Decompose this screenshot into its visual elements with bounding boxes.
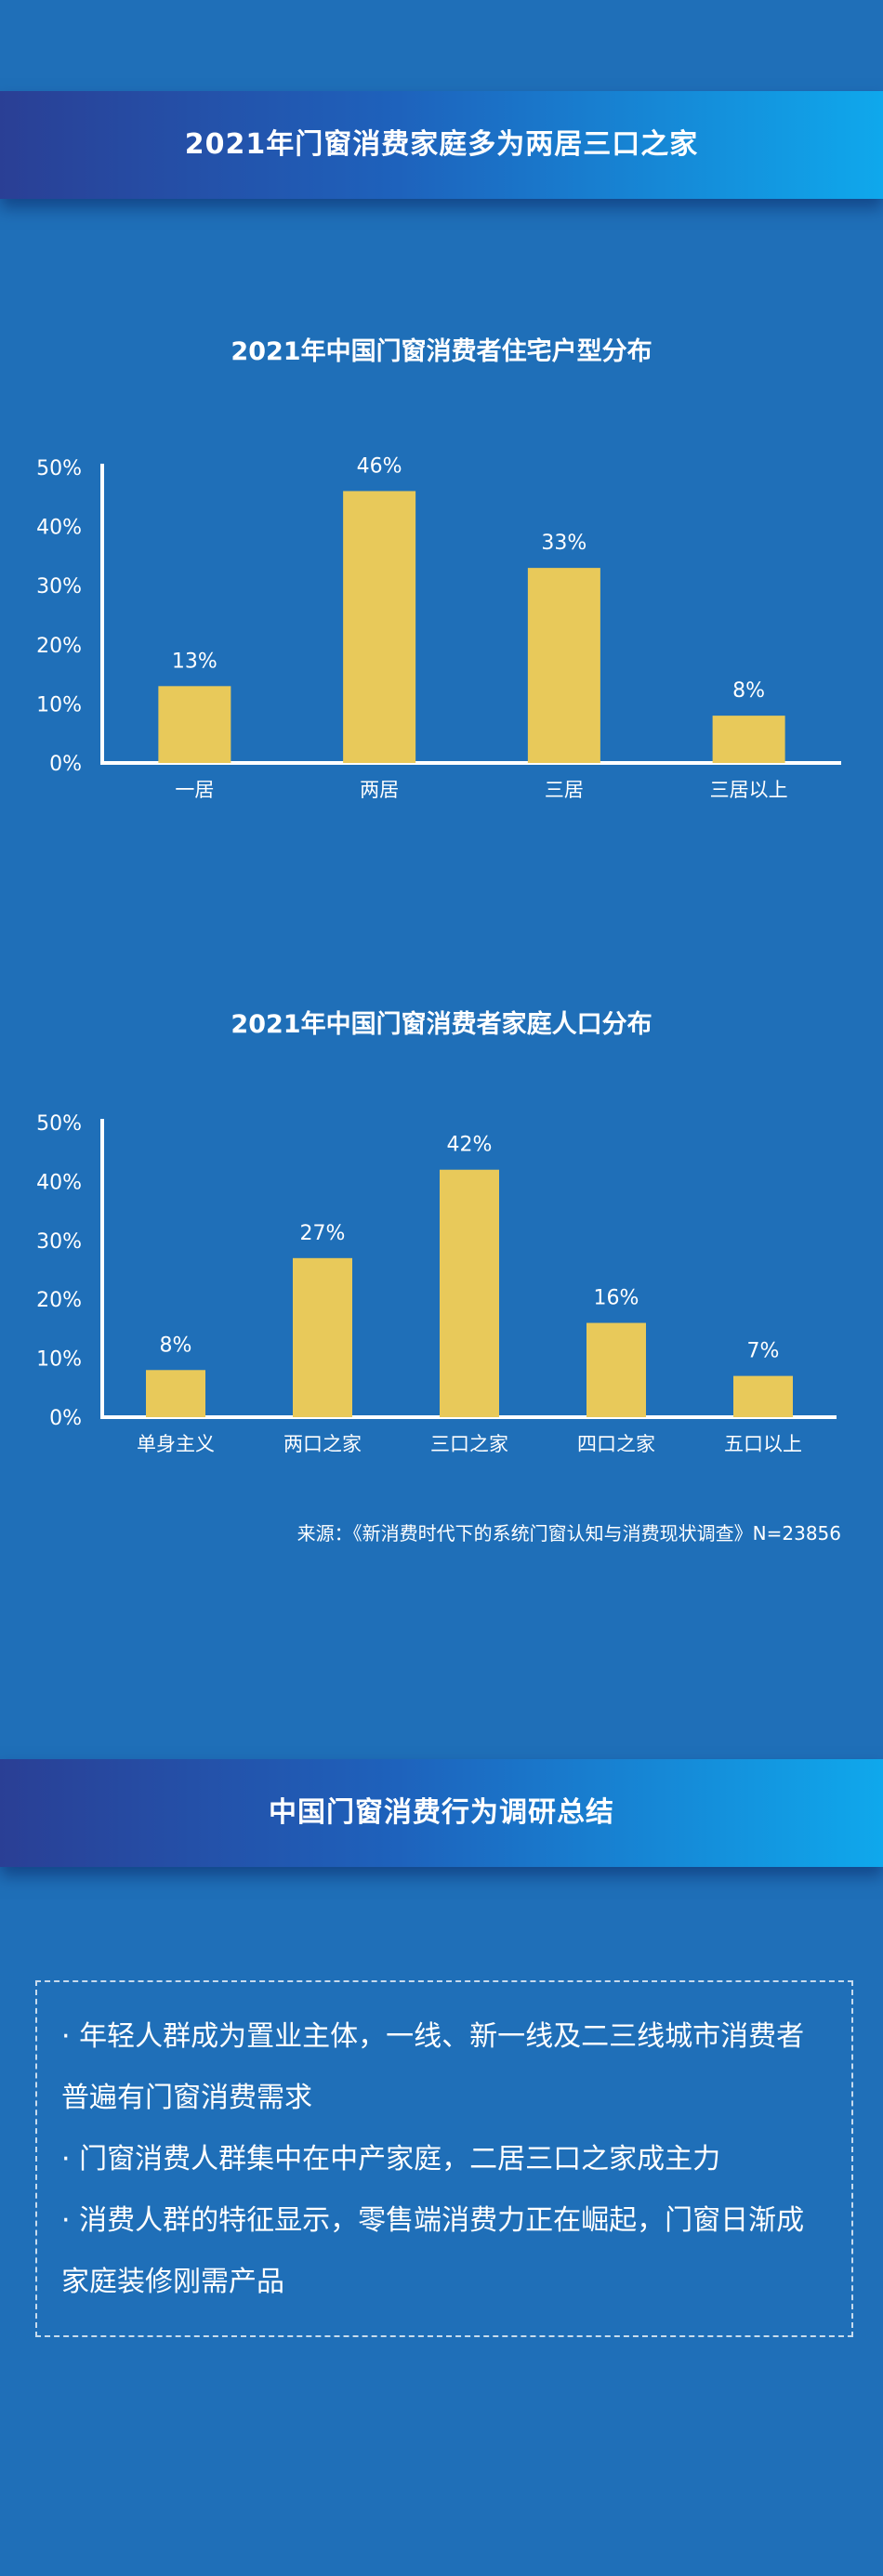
bar (293, 1257, 352, 1417)
y-tick-label: 50% (36, 1112, 82, 1136)
y-tick-label: 20% (36, 635, 82, 658)
y-tick-label: 0% (49, 1407, 82, 1430)
summary-item: · 消费人群的特征显示，零售端消费力正在崛起，门窗日渐成家庭装修刚需产品 (61, 2204, 805, 2298)
bar (158, 686, 231, 763)
y-tick-label: 40% (36, 517, 82, 540)
x-tick-label: 两居 (360, 779, 399, 801)
x-tick-label: 一居 (175, 779, 214, 801)
data-label: 16% (594, 1287, 639, 1310)
y-tick-label: 20% (36, 1289, 82, 1312)
data-label: 27% (300, 1222, 346, 1245)
bar (440, 1169, 499, 1417)
bar (712, 716, 785, 763)
x-tick-label: 三居以上 (710, 779, 788, 801)
data-label: 8% (160, 1334, 192, 1357)
section2-title: 中国门窗消费行为调研总结 (269, 1796, 614, 1829)
x-tick-label: 两口之家 (283, 1433, 362, 1455)
y-tick-label: 50% (36, 457, 82, 480)
summary-box: · 年轻人群成为置业主体，一线、新一线及二三线城市消费者普遍有门窗消费需求 · … (35, 1980, 853, 2337)
chart2-title: 2021年中国门窗消费者家庭人口分布 (231, 1010, 652, 1039)
data-label: 13% (172, 650, 217, 673)
chart1: 0% 10% 20% 30% 40% 50% 13% 一居 46% 两居 33% 三居 8% 三居以上 (36, 454, 841, 801)
y-tick-label: 30% (36, 575, 82, 598)
y-tick-label: 30% (36, 1230, 82, 1254)
x-tick-label: 三居 (545, 779, 584, 801)
chart1-title: 2021年中国门窗消费者住宅户型分布 (231, 337, 652, 366)
y-tick-label: 40% (36, 1171, 82, 1194)
source-note: 来源：《新消费时代下的系统门窗认知与消费现状调查》N=23856 (297, 1522, 841, 1544)
data-label: 7% (747, 1340, 780, 1363)
bar (733, 1375, 793, 1417)
bar (146, 1370, 205, 1417)
x-tick-label: 五口以上 (724, 1433, 802, 1455)
summary-item: · 年轻人群成为置业主体，一线、新一线及二三线城市消费者普遍有门窗消费需求 (61, 2020, 805, 2114)
bar (527, 568, 600, 763)
data-label: 42% (447, 1134, 493, 1157)
x-tick-label: 单身主义 (137, 1433, 215, 1455)
x-tick-label: 三口之家 (430, 1433, 508, 1455)
bar (586, 1322, 646, 1417)
y-tick-label: 10% (36, 1348, 82, 1372)
data-label: 33% (541, 532, 586, 555)
chart2: 0% 10% 20% 30% 40% 50% 8% 单身主义 27% 两口之家 42% 三口之家 16%… (36, 1112, 837, 1455)
x-tick-label: 四口之家 (577, 1433, 655, 1455)
section1-title: 2021年门窗消费家庭多为两居三口之家 (184, 128, 699, 161)
data-label: 46% (357, 454, 402, 478)
y-tick-label: 10% (36, 693, 82, 716)
y-tick-label: 0% (49, 753, 82, 776)
data-label: 8% (732, 679, 765, 703)
section2-banner: 中国门窗消费行为调研总结 (0, 1759, 883, 1867)
summary-item: · 门窗消费人群集中在中产家庭，二居三口之家成主力 (61, 2143, 721, 2175)
section1-banner: 2021年门窗消费家庭多为两居三口之家 (0, 91, 883, 199)
bar (343, 491, 416, 763)
